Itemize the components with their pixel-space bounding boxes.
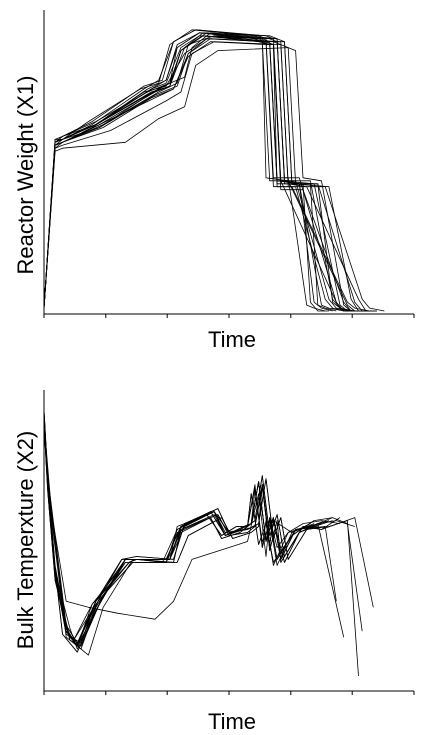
- reactor-weight-series-line-20: [43, 38, 333, 312]
- bulk-temperature-x-ticks: [43, 691, 415, 695]
- reactor-weight-x-ticks: [43, 314, 415, 318]
- reactor-weight-series-line-17: [43, 32, 359, 312]
- bulk-temperature-series-group: [43, 409, 374, 677]
- bulk-temperature-y-axis-label: Bulk Temperxture (X2): [13, 431, 38, 649]
- bulk-temperature-series-line-17: [43, 424, 318, 647]
- bulk-temperature-x-axis-label: Time: [208, 709, 256, 734]
- reactor-weight-x-axis-label: Time: [208, 327, 256, 352]
- reactor-weight-chart: Time Reactor Weight (X1): [13, 10, 415, 352]
- bulk-temperature-series-line-9: [43, 421, 341, 620]
- reactor-weight-y-axis-label: Reactor Weight (X1): [13, 76, 38, 275]
- reactor-weight-series-line-12: [43, 41, 352, 312]
- reactor-weight-series-line-18: [43, 29, 326, 312]
- bulk-temperature-series-line-20: [43, 418, 322, 644]
- bulk-temperature-series-line-19: [43, 415, 315, 647]
- reactor-weight-series-line-11: [43, 47, 363, 312]
- reactor-weight-series-line-19: [43, 35, 370, 312]
- reactor-weight-series-line-7: [43, 35, 355, 312]
- reactor-weight-series-group: [43, 29, 385, 312]
- bulk-temperature-chart: Time Bulk Temperxture (X2): [13, 390, 415, 734]
